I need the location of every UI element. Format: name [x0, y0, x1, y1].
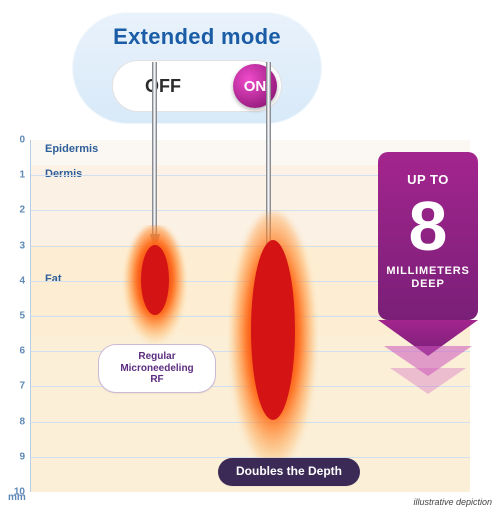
y-tick: 4 [19, 275, 25, 286]
y-tick: 5 [19, 311, 25, 322]
y-axis-unit: mm [8, 492, 26, 503]
y-tick: 8 [19, 416, 25, 427]
badge-number: 8 [376, 191, 480, 261]
layer-label-fat: Fat [45, 273, 62, 285]
layer-label-dermis: Dermis [45, 168, 82, 180]
badge-mm1: MILLIMETERS [376, 265, 480, 278]
needle-off [150, 62, 160, 252]
mode-capsule: Extended mode OFF ON [72, 12, 322, 124]
gridline [31, 422, 470, 423]
y-tick: 3 [19, 240, 25, 251]
capsule-title: Extended mode [113, 24, 281, 50]
layer-label-epidermis: Epidermis [45, 143, 98, 155]
y-tick: 6 [19, 346, 25, 357]
y-tick: 2 [19, 205, 25, 216]
badge-upto: UP TO [376, 172, 480, 187]
mode-toggle[interactable]: OFF ON [112, 60, 282, 112]
disclaimer-text: illustrative depiction [413, 497, 492, 507]
label-doubles: Doubles the Depth [218, 458, 360, 486]
label-regular: Regular Microneedeling RF [98, 344, 216, 393]
needle-on [264, 62, 274, 294]
badge-mm2: DEEP [376, 278, 480, 291]
y-tick: 1 [19, 170, 25, 181]
y-tick: 0 [19, 135, 25, 146]
y-tick: 9 [19, 451, 25, 462]
y-tick: 7 [19, 381, 25, 392]
toggle-on-label: ON [244, 78, 267, 95]
depth-badge: UP TO 8 MILLIMETERS DEEP [376, 150, 480, 400]
